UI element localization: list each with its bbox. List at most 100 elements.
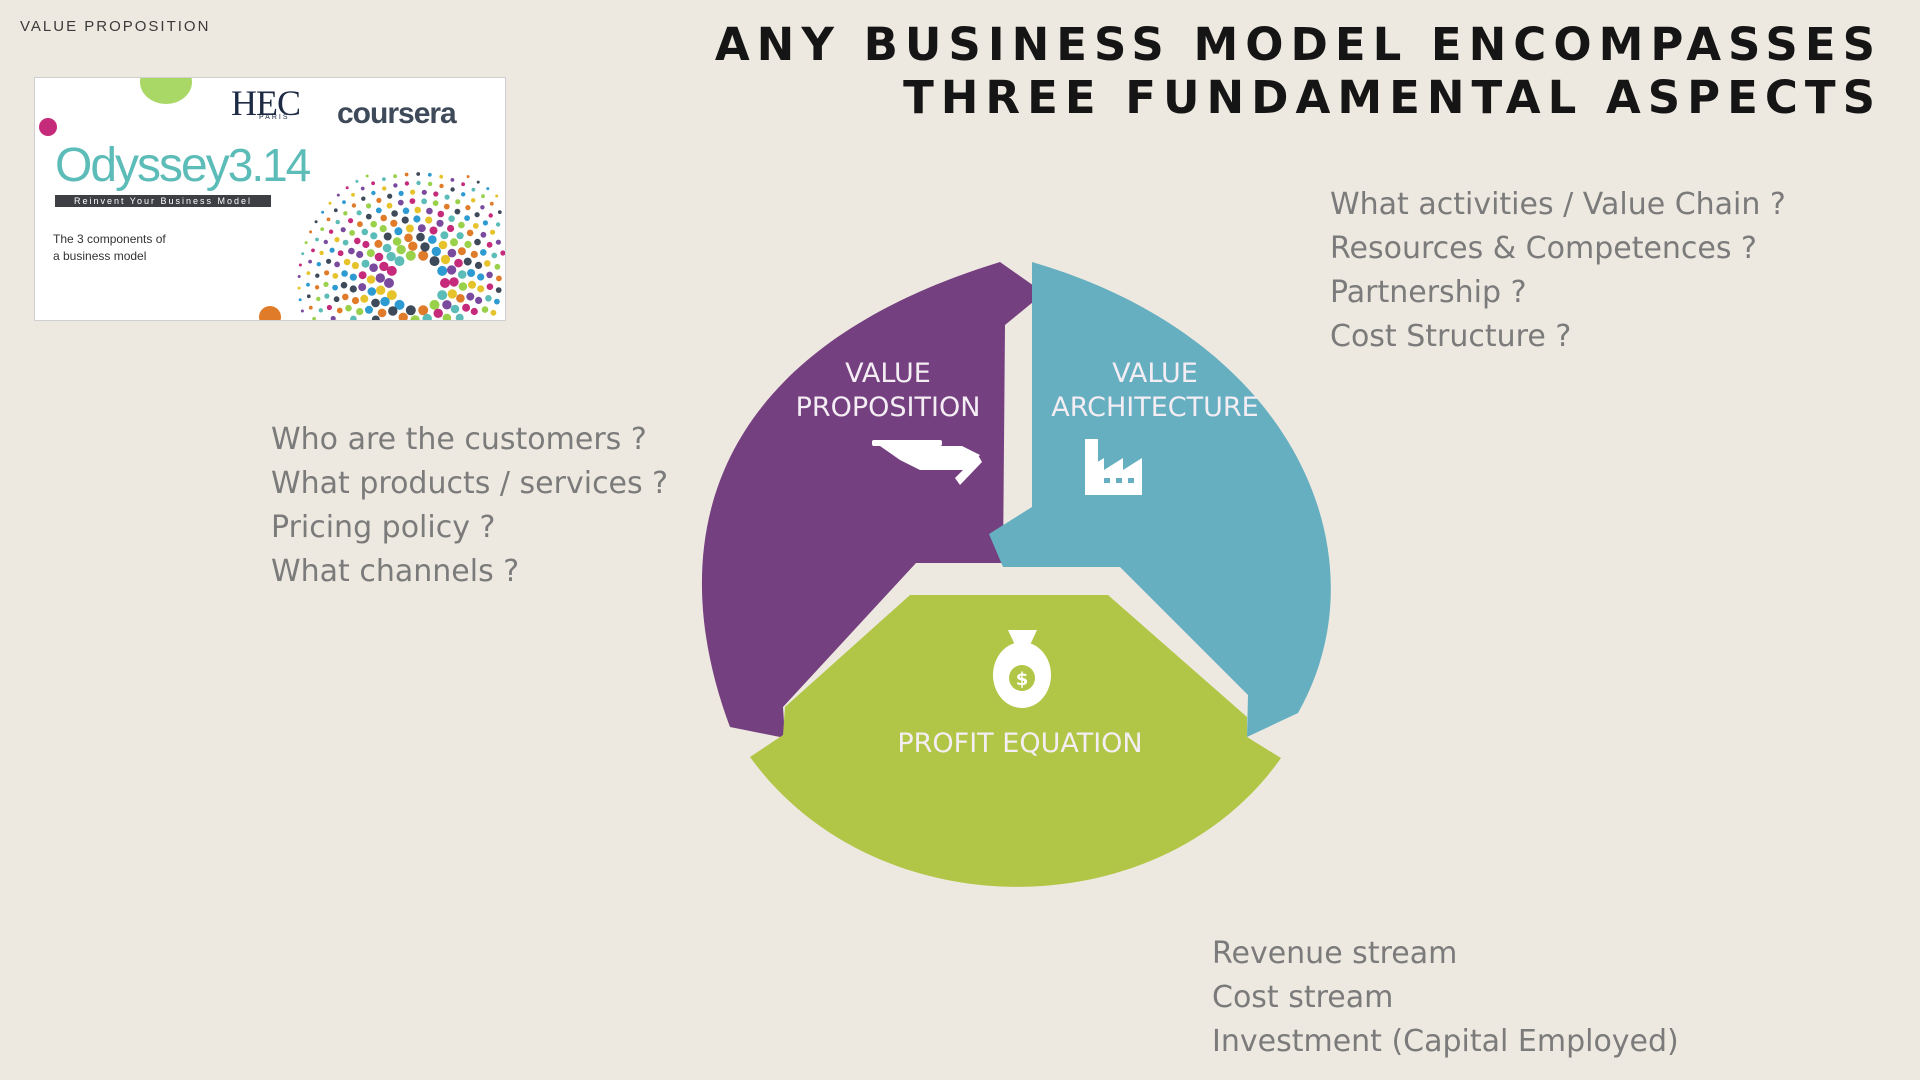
burst-dot	[470, 307, 478, 316]
burst-dot	[309, 230, 313, 234]
burst-dot	[360, 186, 365, 191]
burst-dot	[438, 240, 448, 250]
burst-dot	[429, 256, 440, 267]
burst-dot	[330, 315, 336, 320]
burst-dot	[354, 237, 361, 245]
burst-dot	[396, 244, 406, 255]
burst-dot	[361, 196, 366, 201]
burst-dot	[456, 294, 465, 303]
hec-logo: HEC	[231, 83, 301, 123]
burst-dot	[300, 309, 304, 313]
burst-dot	[355, 179, 359, 183]
burst-dot	[298, 298, 302, 302]
burst-dot	[448, 215, 455, 222]
burst-dot	[342, 293, 349, 301]
burst-dot	[349, 285, 357, 293]
burst-dot	[455, 313, 464, 320]
burst-dot	[333, 208, 338, 213]
burst-dot	[467, 269, 476, 277]
burst-dot	[365, 305, 373, 314]
burst-dot	[416, 180, 421, 186]
burst-dot	[454, 208, 461, 215]
burst-dot	[380, 296, 390, 307]
burst-dot	[394, 227, 403, 236]
burst-dot	[427, 181, 433, 187]
burst-dot	[375, 207, 382, 214]
burst-dot	[444, 194, 450, 200]
burst-dot	[425, 216, 433, 224]
burst-dot	[306, 282, 310, 287]
burst-dot	[427, 172, 432, 177]
burst-dot	[471, 198, 476, 203]
burst-dot	[357, 221, 363, 228]
burst-dot	[308, 305, 313, 310]
section-label: VALUE PROPOSITION	[20, 18, 211, 35]
burst-dot	[340, 227, 346, 233]
burst-dot	[404, 233, 413, 243]
burst-dot	[463, 257, 472, 266]
burst-dot	[377, 308, 387, 318]
list-item: Cost stream	[1212, 980, 1394, 1015]
title-line-2: THREE FUNDAMENTAL ASPECTS	[903, 71, 1882, 124]
burst-dot	[356, 250, 364, 259]
burst-dot	[495, 239, 501, 245]
course-name: Odyssey3.14	[55, 138, 311, 193]
burst-dot	[413, 215, 421, 223]
burst-dot	[500, 250, 505, 256]
burst-dot	[351, 262, 359, 270]
burst-dot	[398, 190, 404, 196]
burst-dot	[323, 281, 329, 287]
burst-dot	[342, 239, 349, 246]
burst-dot	[318, 308, 323, 313]
burst-dot	[420, 242, 430, 252]
burst-dot	[297, 286, 301, 290]
page-title: ANY BUSINESS MODEL ENCOMPASSES THREE FUN…	[715, 18, 1882, 124]
burst-dot	[371, 190, 376, 196]
burst-dot	[474, 212, 480, 218]
burst-dot	[306, 271, 311, 275]
burst-dot	[470, 250, 478, 258]
burst-dot	[440, 254, 451, 265]
profit-equation-questions: Revenue stream Cost stream Investment (C…	[1212, 932, 1679, 1064]
burst-dot	[350, 315, 357, 320]
burst-dot	[360, 294, 369, 303]
burst-dot	[457, 247, 466, 256]
value-proposition-label-line1: VALUE	[845, 358, 931, 389]
decor-dot	[259, 306, 281, 320]
burst-dot	[418, 305, 429, 316]
value-architecture-segment	[989, 262, 1331, 737]
burst-dot	[390, 219, 398, 227]
profit-equation-label: PROFIT EQUATION	[897, 728, 1142, 759]
list-item: What channels ?	[271, 554, 520, 589]
burst-dot	[349, 230, 355, 236]
burst-dot	[450, 178, 455, 182]
burst-dot	[298, 263, 302, 267]
burst-dot	[394, 256, 405, 267]
burst-dot	[343, 211, 348, 216]
burst-dot	[328, 201, 332, 205]
burst-dot	[316, 296, 321, 302]
burst-dot	[388, 306, 398, 316]
burst-dot	[475, 296, 483, 304]
title-line-1: ANY BUSINESS MODEL ENCOMPASSES	[714, 18, 1882, 71]
burst-dot	[484, 260, 491, 267]
burst-dot	[414, 206, 422, 214]
burst-dot	[340, 281, 348, 289]
burst-dot	[371, 315, 380, 320]
money-bag-icon: $	[993, 630, 1051, 708]
list-item: Pricing policy ?	[271, 510, 496, 545]
burst-dot	[447, 224, 455, 233]
list-item: Investment (Capital Employed)	[1212, 1024, 1679, 1059]
burst-dot	[464, 215, 470, 222]
burst-dot	[417, 224, 426, 233]
burst-dot	[433, 191, 439, 197]
profit-equation-segment	[750, 595, 1281, 887]
burst-dot	[382, 186, 387, 191]
burst-dot	[382, 243, 392, 253]
burst-dot	[477, 285, 485, 293]
value-proposition-questions: Who are the customers ? What products / …	[271, 418, 668, 594]
burst-dot	[439, 174, 444, 179]
burst-dot	[466, 175, 470, 179]
burst-dot	[465, 205, 471, 211]
burst-dot	[375, 273, 385, 283]
